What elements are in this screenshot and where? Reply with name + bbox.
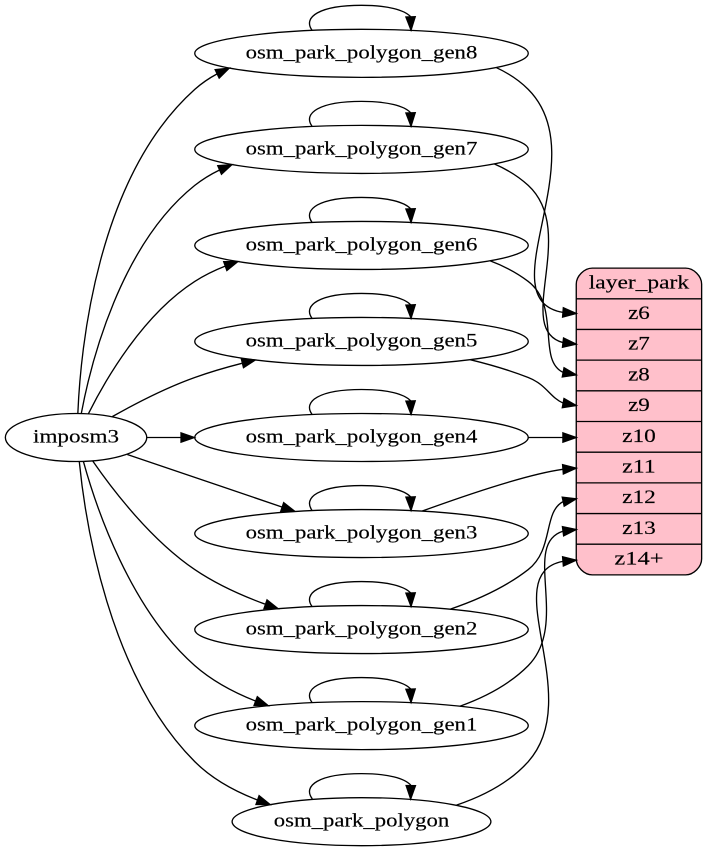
svg-text:osm_park_polygon_gen3: osm_park_polygon_gen3 [246, 522, 478, 543]
svg-text:z7: z7 [628, 334, 650, 355]
svg-text:osm_park_polygon_gen7: osm_park_polygon_gen7 [246, 138, 478, 159]
svg-text:z11: z11 [622, 456, 656, 477]
svg-text:z6: z6 [628, 303, 650, 324]
svg-text:z13: z13 [622, 518, 656, 539]
svg-text:imposm3: imposm3 [33, 426, 119, 447]
svg-text:z8: z8 [628, 364, 650, 385]
svg-text:z12: z12 [622, 487, 656, 508]
svg-text:z9: z9 [628, 395, 650, 416]
svg-text:osm_park_polygon_gen2: osm_park_polygon_gen2 [246, 619, 478, 640]
svg-text:osm_park_polygon_gen1: osm_park_polygon_gen1 [246, 715, 478, 736]
svg-text:osm_park_polygon_gen4: osm_park_polygon_gen4 [246, 426, 479, 447]
svg-text:osm_park_polygon_gen6: osm_park_polygon_gen6 [246, 234, 478, 255]
svg-text:osm_park_polygon_gen8: osm_park_polygon_gen8 [246, 42, 478, 63]
svg-text:layer_park: layer_park [589, 272, 690, 293]
svg-text:osm_park_polygon: osm_park_polygon [274, 811, 450, 832]
svg-text:osm_park_polygon_gen5: osm_park_polygon_gen5 [246, 330, 478, 351]
svg-text:z10: z10 [622, 426, 656, 447]
svg-text:z14+: z14+ [614, 548, 663, 569]
